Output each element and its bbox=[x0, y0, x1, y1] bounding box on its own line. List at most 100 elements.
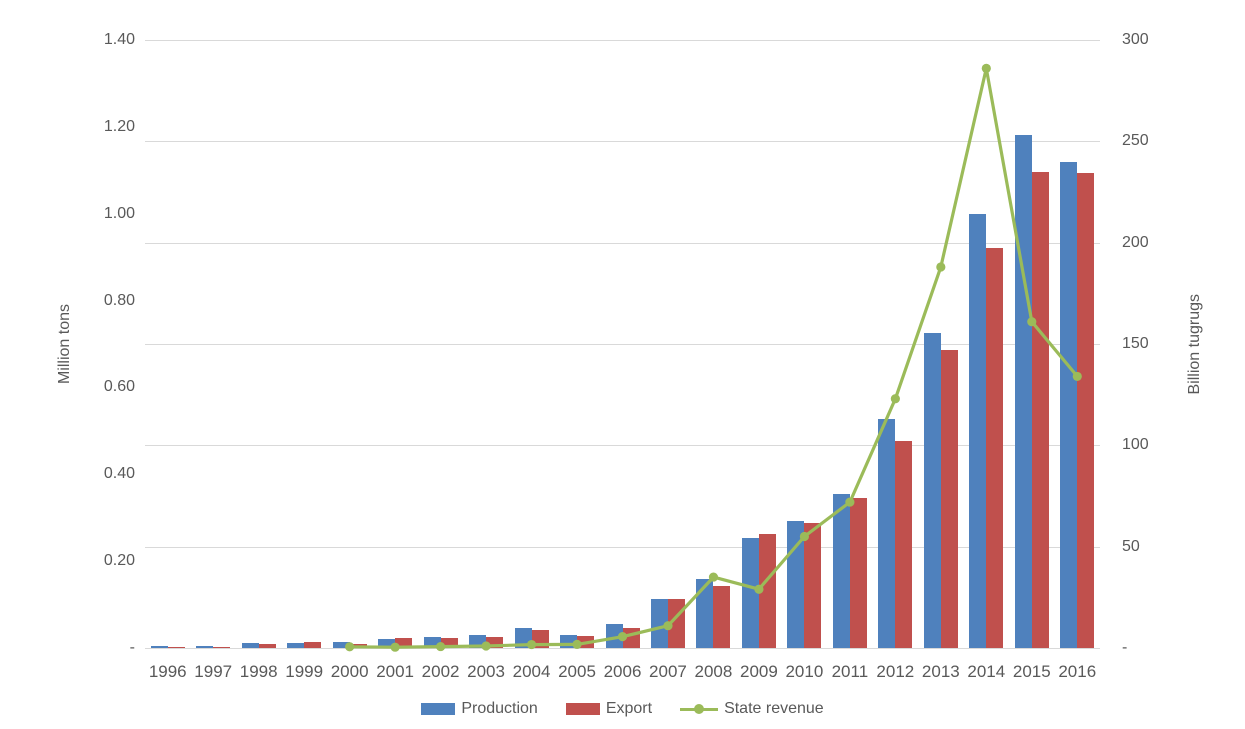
x-axis-tick-label: 2014 bbox=[967, 662, 1006, 681]
state-revenue-point bbox=[572, 639, 582, 649]
y-axis-tick-label-right: 200 bbox=[1122, 233, 1149, 251]
export-bar bbox=[804, 523, 822, 648]
x-axis-tick-label: 2015 bbox=[1012, 662, 1051, 681]
x-axis-tick-label: 2007 bbox=[649, 662, 687, 681]
right-axis-title-wrap: Billion tugrugs bbox=[1182, 40, 1208, 648]
production-bar bbox=[1060, 162, 1078, 648]
export-bar bbox=[440, 638, 458, 648]
y-axis-tick-label-right: 250 bbox=[1122, 132, 1149, 150]
export-bar bbox=[486, 637, 504, 648]
production-bar bbox=[150, 646, 168, 648]
y-axis-tick-label-right: 150 bbox=[1122, 335, 1149, 352]
production-bar bbox=[287, 642, 305, 648]
gridline bbox=[145, 445, 1100, 447]
x-axis-line bbox=[145, 648, 1100, 649]
state-revenue-line-layer bbox=[345, 63, 1082, 652]
export-legend-swatch bbox=[565, 703, 600, 715]
legend-label: Production bbox=[461, 700, 538, 717]
legend-item-export: Export bbox=[565, 699, 653, 719]
production-bar bbox=[332, 641, 350, 648]
legend-label: Export bbox=[605, 700, 653, 717]
export-bar bbox=[213, 647, 231, 648]
y-axis-tick-label-left: 1.00 bbox=[103, 204, 135, 222]
x-axis-tick-label: 2013 bbox=[921, 662, 960, 681]
x-axis-tick-label: 2005 bbox=[558, 662, 596, 681]
export-bar bbox=[940, 350, 958, 648]
x-axis-tick-label: 2002 bbox=[421, 662, 460, 681]
state-revenue-point bbox=[526, 639, 537, 650]
y-axis-tick-label-left: 0.20 bbox=[103, 552, 135, 570]
legend-label: State revenue bbox=[724, 700, 824, 717]
y-axis-tick-label-right: 300 bbox=[1122, 31, 1149, 48]
production-bar bbox=[378, 638, 396, 648]
export-bar bbox=[258, 644, 276, 648]
export-bar bbox=[167, 647, 185, 648]
y-axis-tick-label-left: 0.40 bbox=[103, 465, 135, 483]
state-revenue-point bbox=[617, 632, 628, 642]
state-revenue-point bbox=[390, 642, 400, 652]
state-revenue-point bbox=[1027, 317, 1037, 327]
y-axis-tick-label-left: 1.40 bbox=[103, 31, 135, 48]
state-revenue-line bbox=[349, 68, 1079, 649]
y-axis-tick-label-right: 50 bbox=[1122, 537, 1140, 555]
x-axis-tick-label: 1998 bbox=[239, 662, 278, 681]
y-axis-tick-label-left: 0.60 bbox=[103, 378, 135, 396]
state-revenue-point bbox=[708, 572, 719, 582]
left-axis-title-wrap: Million tons bbox=[52, 40, 78, 648]
export-bar bbox=[849, 498, 867, 648]
y-axis-tick-label-left: 1.20 bbox=[103, 117, 135, 135]
x-axis-tick-label: 2004 bbox=[512, 662, 551, 681]
export-bar bbox=[713, 585, 731, 648]
state-revenue-point bbox=[890, 394, 900, 404]
y-axis-tick-label-right: 100 bbox=[1122, 436, 1149, 454]
x-axis-tick-label: 2001 bbox=[376, 662, 415, 681]
gridline bbox=[145, 141, 1100, 143]
production-bar bbox=[741, 537, 759, 648]
gridline bbox=[145, 242, 1100, 244]
state-revenue-point bbox=[799, 531, 810, 542]
x-axis-tick-label: 2012 bbox=[876, 662, 915, 681]
export-bar bbox=[986, 247, 1004, 648]
gridline bbox=[145, 344, 1100, 345]
chart-legend: Production Export State revenue bbox=[0, 699, 1245, 719]
x-axis-tick-label: 2009 bbox=[740, 662, 778, 681]
state-revenue-point bbox=[981, 63, 991, 73]
x-axis-tick-label: 2010 bbox=[785, 662, 824, 681]
export-bar bbox=[1031, 171, 1049, 648]
x-axis-tick-label: 2008 bbox=[694, 662, 733, 681]
state-revenue-point bbox=[754, 584, 764, 594]
state-revenue-legend-swatch bbox=[680, 703, 719, 715]
state-revenue-point bbox=[845, 497, 855, 507]
y-axis-tick-label-left: - bbox=[129, 639, 135, 656]
x-axis-tick-label: 2003 bbox=[467, 662, 505, 681]
right-axis-title: Billion tugrugs bbox=[1186, 293, 1203, 395]
production-bar bbox=[650, 598, 668, 648]
export-bar bbox=[1077, 172, 1095, 648]
production-bar bbox=[832, 494, 850, 648]
state-revenue-legend-marker bbox=[694, 704, 705, 714]
production-bar bbox=[969, 213, 987, 648]
state-revenue-point bbox=[1072, 371, 1082, 382]
export-bar bbox=[304, 642, 322, 648]
production-bar bbox=[423, 637, 441, 648]
legend-item-production: Production bbox=[421, 699, 538, 719]
left-axis-title: Million tons bbox=[56, 303, 73, 385]
y-axis-tick-label-left: 0.80 bbox=[103, 291, 135, 309]
production-bar bbox=[923, 332, 941, 648]
state-revenue-point bbox=[936, 262, 946, 272]
export-bar bbox=[758, 533, 776, 648]
gridline bbox=[145, 40, 1100, 41]
legend-item-state-revenue: State revenue bbox=[680, 699, 824, 719]
x-axis-tick-label: 1999 bbox=[285, 662, 324, 681]
state-revenue-point bbox=[435, 641, 446, 652]
production-bar bbox=[1014, 135, 1032, 648]
production-bar bbox=[696, 578, 714, 648]
production-legend-swatch bbox=[421, 703, 456, 715]
x-axis-tick-label: 2011 bbox=[831, 662, 869, 681]
production-bar bbox=[878, 419, 896, 648]
export-bar bbox=[895, 440, 913, 648]
x-axis-tick-label: 2006 bbox=[603, 662, 642, 681]
gridline bbox=[145, 546, 1100, 548]
x-axis-tick-label: 1997 bbox=[194, 662, 233, 681]
